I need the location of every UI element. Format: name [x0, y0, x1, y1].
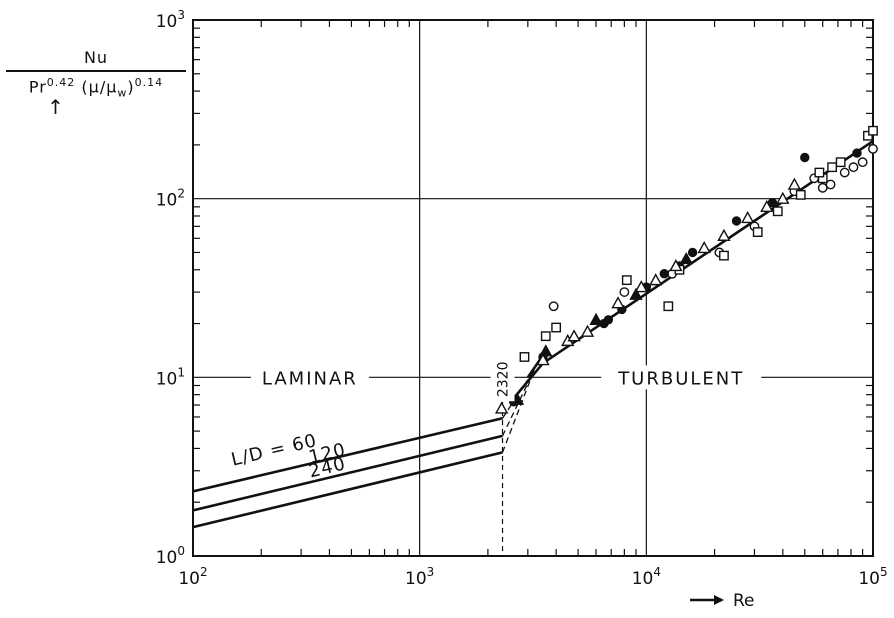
curve-line	[192, 451, 503, 529]
filled-triangle-point	[629, 287, 643, 300]
filled-circle-point	[603, 315, 614, 325]
open-square-point	[795, 189, 806, 200]
y-axis-label: Nu Pr0.42 (μ/μw)0.14 ↑	[6, 48, 186, 117]
x-tick-label: 104	[632, 565, 661, 589]
open-triangle-point	[787, 177, 802, 190]
open-triangle-point	[580, 324, 595, 337]
x-tick-label: 103	[405, 565, 434, 589]
open-circle-point	[619, 287, 630, 297]
open-triangle-point	[611, 296, 625, 309]
open-square-point	[835, 157, 846, 168]
turbulent-label-bg	[601, 365, 762, 390]
curves	[192, 140, 874, 556]
filled-circle-point	[731, 216, 742, 226]
y-tick-label: 100	[156, 544, 185, 568]
transition-dashed-line	[501, 369, 535, 453]
filled-triangle-point	[510, 392, 525, 405]
open-square-point	[621, 275, 632, 286]
open-square-point	[719, 250, 729, 261]
laminar-label-bg	[250, 365, 369, 390]
open-square-point	[663, 301, 674, 312]
plot-frame	[192, 19, 874, 557]
open-square-point	[772, 206, 783, 217]
turbulent-label: TURBULENT	[617, 368, 744, 389]
open-square-point	[868, 125, 878, 136]
open-triangle-point	[536, 353, 550, 366]
y-label-fraction-bar	[6, 70, 186, 72]
open-triangle-point	[697, 240, 711, 254]
filled-circle-point	[852, 148, 862, 158]
y-tick-label: 103	[156, 8, 185, 32]
filled-triangle-point	[539, 344, 553, 357]
filled-circle-point	[687, 247, 698, 258]
x-tick-label: 105	[858, 565, 887, 589]
open-square-point	[814, 167, 825, 178]
open-square-point	[519, 352, 530, 362]
open-circle-point	[817, 182, 828, 193]
curve-line	[192, 417, 503, 493]
y-label-denominator: Pr0.42 (μ/μw)0.14	[28, 76, 164, 100]
open-square-point	[540, 331, 551, 342]
open-circle-point	[825, 179, 836, 190]
open-circle-point	[857, 157, 868, 168]
open-circle-point	[839, 167, 850, 178]
open-circle-point	[848, 162, 859, 173]
open-square-point	[827, 162, 837, 173]
y-tick-label: 101	[156, 365, 185, 389]
open-square-point	[863, 130, 873, 141]
laminar-label: LAMINAR	[262, 368, 358, 389]
x-axis-label: Re	[733, 591, 755, 611]
filled-triangle-point	[679, 251, 693, 265]
open-triangle-point	[669, 259, 683, 272]
open-square-point	[551, 322, 562, 333]
x-tick-label: 102	[178, 565, 207, 589]
filled-triangle-point	[589, 312, 603, 325]
y-label-arrow-icon: ↑	[47, 94, 65, 119]
open-triangle-point	[760, 199, 774, 213]
open-triangle-point	[567, 329, 581, 342]
open-triangle-point	[741, 210, 755, 224]
transition-dashed-line	[501, 369, 535, 437]
filled-circle-point	[800, 152, 810, 163]
curve-line	[192, 434, 503, 512]
transition-label-bg	[490, 349, 515, 402]
tick-labels: 102 103 104 105 100 101 102 103	[156, 8, 888, 589]
transition-label: 2320	[496, 362, 512, 398]
y-tick-label: 102	[156, 187, 185, 211]
open-triangle-point	[717, 228, 731, 241]
open-square-point	[752, 227, 763, 237]
x-label-arrowhead-icon	[714, 595, 724, 605]
open-triangle-point	[634, 280, 648, 293]
open-circle-point	[868, 143, 878, 154]
data-points	[494, 125, 878, 414]
open-triangle-point	[649, 273, 663, 286]
filled-circle-point	[659, 269, 669, 279]
open-circle-point	[548, 301, 559, 312]
open-triangle-point	[494, 401, 509, 414]
open-triangle-point	[776, 191, 790, 204]
y-label-numerator: Nu	[83, 48, 109, 67]
grid	[193, 20, 873, 556]
